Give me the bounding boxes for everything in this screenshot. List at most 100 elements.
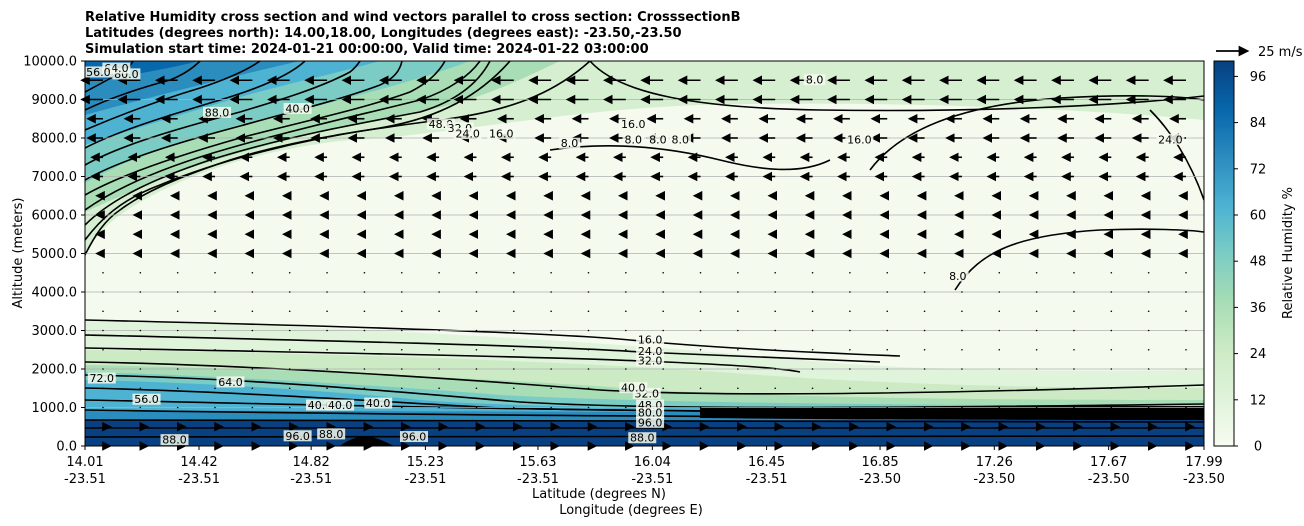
- wind-vector-dot: [811, 271, 814, 274]
- wind-vector-dot: [998, 368, 1001, 370]
- contour-label-bg: [1156, 133, 1185, 145]
- wind-vector-dot: [288, 329, 291, 332]
- y-tick-label: 0.0: [56, 440, 77, 455]
- wind-vector-dot: [251, 387, 254, 390]
- x-tick-label-lat: 16.45: [748, 455, 785, 470]
- wind-vector-dot: [438, 291, 440, 293]
- wind-vector-dot: [400, 271, 403, 274]
- x-tick-label-lon: -23.51: [631, 472, 673, 487]
- wind-vector-dot: [251, 329, 254, 332]
- wind-vector-dot: [438, 271, 440, 274]
- wind-vector-dot: [251, 310, 254, 313]
- wind-vector-dot: [886, 348, 889, 351]
- wind-vector-dot: [923, 329, 926, 332]
- x-tick-label-lon: -23.50: [1183, 472, 1225, 487]
- contour-line-8: [85, 61, 591, 256]
- wind-vector-dot: [1073, 387, 1075, 390]
- wind-vector-dot: [1185, 291, 1187, 293]
- wind-vector-dot: [1147, 348, 1150, 351]
- wind-vector-dot: [550, 368, 552, 370]
- wind-vector-dot: [961, 310, 963, 313]
- wind-vector-dot: [774, 291, 777, 293]
- contour-line-72: [85, 61, 261, 131]
- contour-label-bg: [636, 334, 665, 346]
- chart-title-line-2: Latitudes (degrees north): 14.00,18.00, …: [85, 26, 682, 41]
- wind-vector-dot: [139, 368, 142, 370]
- wind-vector-dot: [550, 348, 552, 351]
- contour-label-bg: [647, 133, 669, 145]
- wind-vector-dot: [1035, 348, 1038, 351]
- x-tick-label-lon: -23.51: [64, 472, 106, 487]
- wind-vector-dot: [550, 387, 552, 390]
- wind-vector-dot: [363, 291, 366, 293]
- wind-vector-dot: [774, 329, 777, 332]
- wind-vector-dot: [625, 368, 627, 370]
- contour-label-bg: [619, 118, 648, 130]
- wind-vector-dot: [438, 310, 440, 313]
- wind-vector-dot: [587, 291, 590, 293]
- contour-line-40-lower: [85, 361, 1204, 395]
- wind-vector-dot: [363, 310, 366, 313]
- contour-line-64: [85, 61, 306, 149]
- colorbar-ticks: 0 12 24 36 48 60 72 84 96: [1234, 70, 1266, 455]
- wind-vector-dot: [400, 348, 403, 351]
- wind-vector-dot: [288, 271, 291, 274]
- wind-vector-dot: [923, 387, 926, 390]
- contour-line-32-lower: [85, 347, 801, 373]
- wind-vector-dot: [625, 271, 627, 274]
- wind-vector-dot: [475, 406, 478, 409]
- wind-vector-dot: [1035, 387, 1038, 390]
- wind-vector-dot: [400, 291, 403, 293]
- wind-vector-dot: [625, 406, 627, 409]
- contour-line-24-lower: [85, 334, 881, 363]
- wind-vector-dot: [1185, 406, 1187, 409]
- wind-vector-dot: [176, 291, 179, 293]
- colorbar-label: Relative Humidity %: [1281, 187, 1296, 319]
- wind-vector-dot: [961, 329, 963, 332]
- wind-vector-dot: [176, 348, 179, 351]
- wind-vector-dot: [1073, 329, 1075, 332]
- contour-label: 32.0: [638, 355, 663, 368]
- wind-vector-dot: [737, 310, 739, 313]
- x-tick-label-lat: 15.23: [407, 455, 444, 470]
- wind-vector-dot: [475, 348, 478, 351]
- wind-vector-dot: [400, 368, 403, 370]
- contour-label: 96.0: [402, 431, 427, 444]
- wind-vector-dot: [961, 387, 963, 390]
- contour-label: 80.0: [638, 407, 663, 420]
- wind-vector-dot: [550, 291, 552, 293]
- contour-line-8-mid: [549, 145, 831, 171]
- wind-vector-dot: [699, 310, 702, 313]
- wind-vector-dot: [849, 406, 851, 409]
- wind-vector-dot: [625, 329, 627, 332]
- wind-vector-dot: [176, 387, 179, 390]
- wind-vector-dot: [326, 348, 328, 351]
- x-axis-ticks: 14.01 -23.51 14.42 -23.51 14.82 -23.51 15.23 -2…: [64, 446, 1225, 487]
- contour-label: 24.0: [1158, 133, 1183, 146]
- wind-vector-dot: [811, 348, 814, 351]
- wind-vector-dot: [288, 310, 291, 313]
- wind-vector-dot: [774, 310, 777, 313]
- wind-vector-dot: [176, 406, 179, 409]
- colorbar-tick-label: 24: [1250, 347, 1267, 362]
- x-tick-label-lat: 14.42: [180, 455, 217, 470]
- y-tick-label: 2000.0: [32, 363, 78, 378]
- x-tick-label-lat: 16.85: [861, 455, 898, 470]
- contour-label-bg: [669, 133, 692, 145]
- y-tick-label: 6000.0: [32, 209, 78, 224]
- wind-vector-dot: [1185, 348, 1187, 351]
- contour-label-bg: [636, 407, 665, 419]
- wind-vector-dot: [699, 291, 702, 293]
- contour-label-bg: [445, 122, 474, 134]
- wind-vector-dot: [923, 310, 926, 313]
- wind-vector-dot: [400, 387, 403, 390]
- chart-title-line-3: Simulation start time: 2024-01-21 00:00:…: [85, 42, 649, 57]
- x-tick-label-lon: -23.51: [178, 472, 220, 487]
- wind-vector-dot: [512, 329, 515, 332]
- contour-line-24-right: [1149, 109, 1204, 201]
- wind-vector-dot: [288, 368, 291, 370]
- wind-vector-dot: [774, 368, 777, 370]
- wind-vector-dot: [737, 348, 739, 351]
- wind-vector-dot: [1185, 271, 1187, 274]
- contour-label-bg: [203, 106, 232, 118]
